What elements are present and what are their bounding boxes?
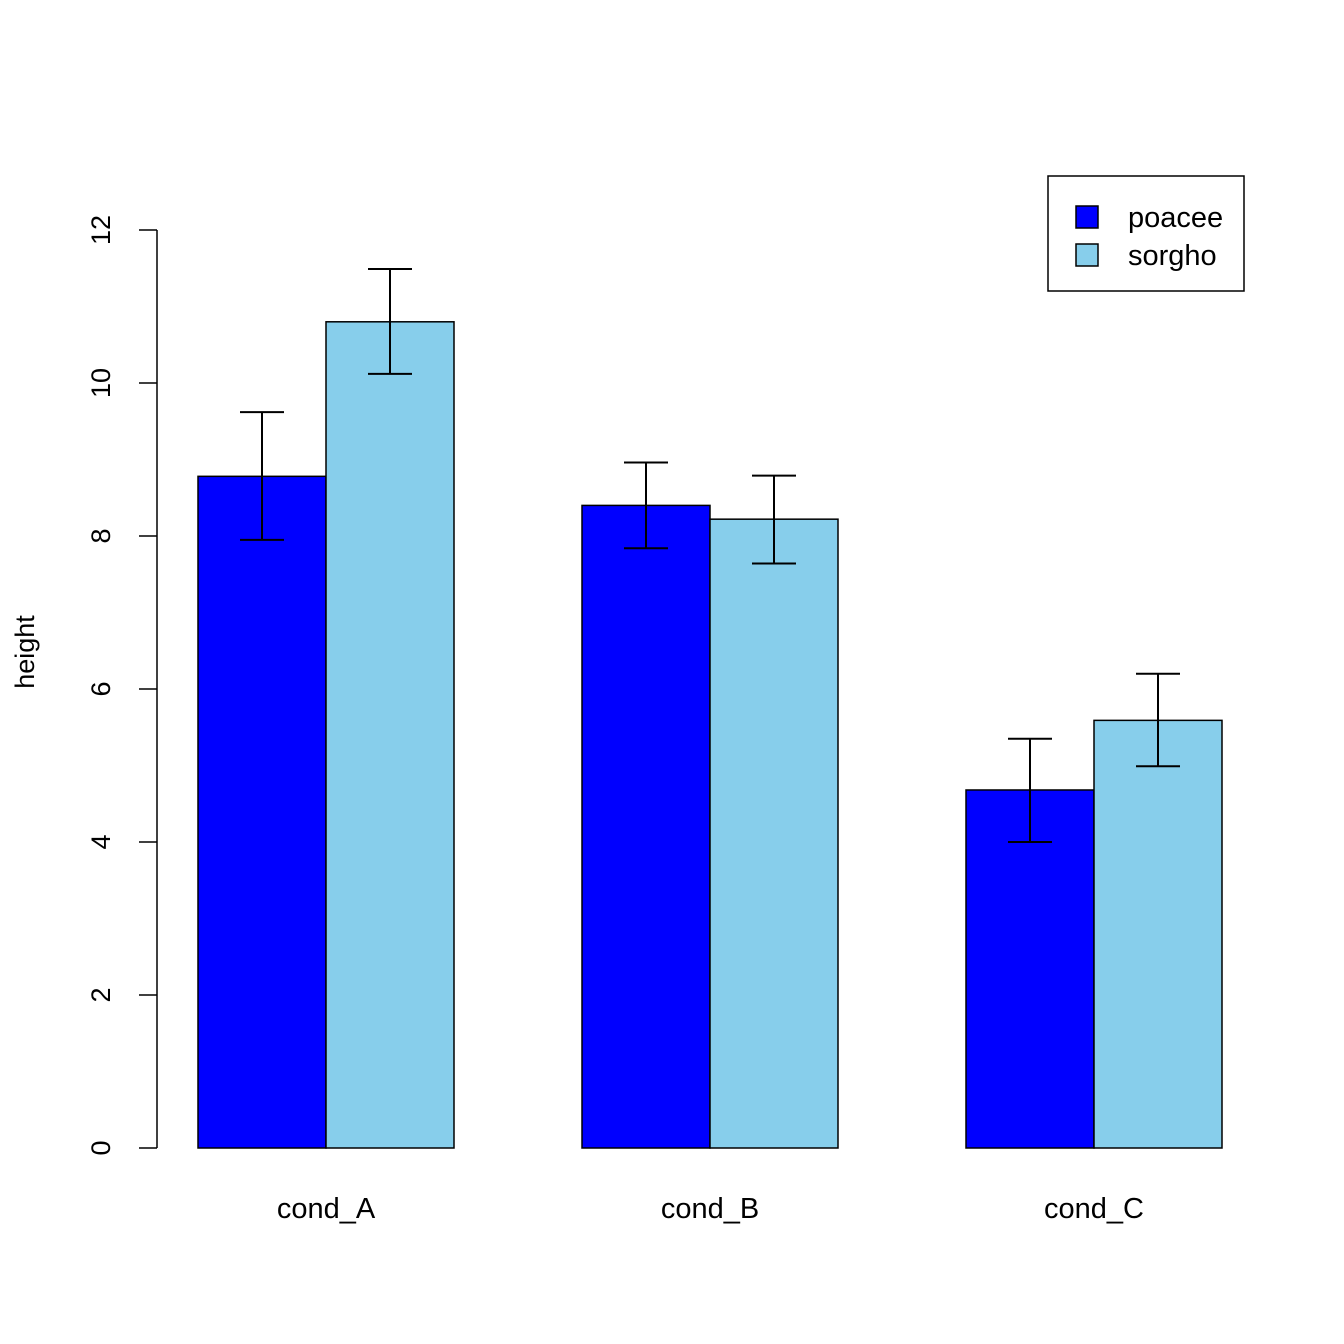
y-tick-label: 12 [86, 215, 116, 245]
legend-item-poacee: poacee [1075, 202, 1223, 234]
bar-poacee-cond_A [197, 475, 327, 1149]
legend-item-sorgho: sorgho [1075, 240, 1217, 272]
legend-swatch [1075, 243, 1099, 267]
bar-poacee-cond_C [965, 789, 1095, 1149]
bar-sorgho-cond_C [1093, 719, 1223, 1149]
error-bar-poacee-cond_A [240, 411, 284, 541]
legend-label: poacee [1128, 202, 1223, 234]
error-bar-poacee-cond_B [624, 461, 668, 550]
y-axis-title: height [10, 615, 40, 689]
x-tick-label: cond_A [277, 1193, 376, 1225]
y-tick-label: 6 [86, 681, 116, 696]
legend-label: sorgho [1128, 240, 1217, 272]
x-tick-label: cond_C [1044, 1193, 1144, 1225]
error-bar-poacee-cond_C [1008, 737, 1052, 843]
bar-sorgho-cond_A [325, 321, 455, 1149]
legend-box [1047, 175, 1245, 292]
error-bars-layer [240, 268, 1180, 843]
bar-poacee-cond_B [581, 504, 711, 1149]
bar-sorgho-cond_B [709, 518, 839, 1149]
y-tick-label: 2 [86, 987, 116, 1002]
x-tick-label: cond_B [661, 1193, 759, 1225]
error-bar-sorgho-cond_C [1136, 672, 1180, 768]
bars-layer [197, 321, 1223, 1149]
y-axis: 0 2 4 6 8 10 12 [86, 215, 158, 1156]
legend: poacee sorgho [1047, 175, 1245, 292]
x-axis-labels: cond_A cond_B cond_C [277, 1193, 1144, 1225]
y-tick-label: 4 [86, 834, 116, 849]
y-tick-label: 10 [86, 368, 116, 398]
y-tick-label: 0 [86, 1140, 116, 1155]
legend-swatch [1075, 205, 1099, 229]
error-bar-sorgho-cond_B [752, 474, 796, 565]
error-bar-sorgho-cond_A [368, 268, 412, 375]
y-tick-label: 8 [86, 528, 116, 543]
